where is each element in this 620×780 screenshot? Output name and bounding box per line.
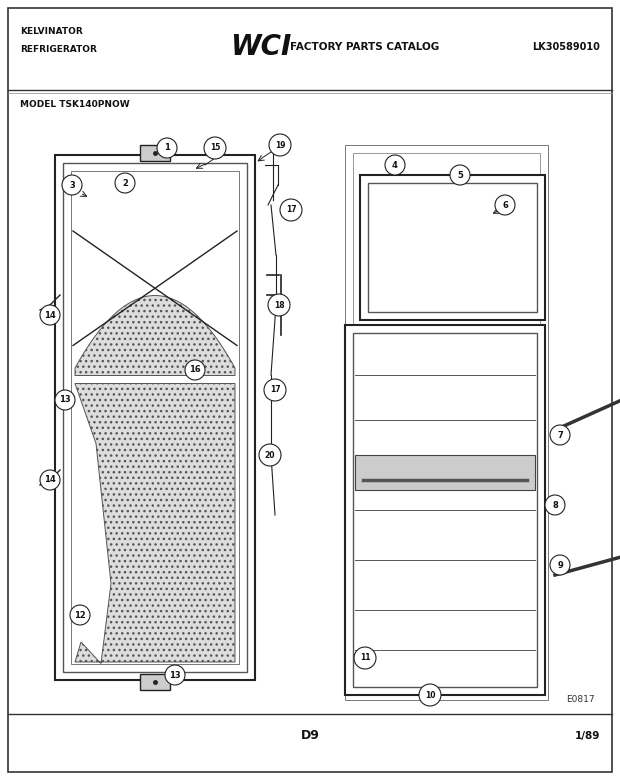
Text: 10: 10	[425, 690, 435, 700]
Bar	[355, 455, 535, 490]
Circle shape	[269, 134, 291, 156]
Text: 8: 8	[552, 501, 558, 509]
Text: 1/89: 1/89	[575, 731, 600, 741]
Text: D9: D9	[301, 729, 319, 743]
Text: 6: 6	[502, 200, 508, 210]
Bar	[140, 674, 170, 690]
Text: 14: 14	[44, 476, 56, 484]
Text: FACTORY PARTS CATALOG: FACTORY PARTS CATALOG	[290, 42, 439, 51]
Text: 17: 17	[270, 385, 280, 395]
Circle shape	[55, 390, 75, 410]
Circle shape	[495, 195, 515, 215]
Circle shape	[185, 360, 205, 380]
Text: 13: 13	[59, 395, 71, 405]
Text: LK30589010: LK30589010	[532, 42, 600, 51]
Circle shape	[165, 665, 185, 685]
Circle shape	[204, 137, 226, 159]
Circle shape	[280, 199, 302, 221]
Circle shape	[62, 175, 82, 195]
Text: 11: 11	[360, 654, 370, 662]
Bar	[345, 145, 548, 700]
Text: 19: 19	[275, 140, 285, 150]
Text: 16: 16	[189, 366, 201, 374]
Text: 4: 4	[392, 161, 398, 169]
Bar	[71, 171, 239, 664]
Text: 9: 9	[557, 561, 563, 569]
Text: MODEL TSK140PNOW: MODEL TSK140PNOW	[20, 100, 130, 108]
Bar	[63, 163, 247, 672]
Bar	[353, 153, 540, 692]
Circle shape	[268, 294, 290, 316]
Text: WCI: WCI	[230, 33, 291, 61]
Bar	[353, 333, 537, 687]
Text: 5: 5	[457, 171, 463, 179]
Text: 12: 12	[74, 611, 86, 619]
Circle shape	[259, 444, 281, 466]
Circle shape	[115, 173, 135, 193]
Bar	[140, 145, 170, 161]
Text: REFRIGERATOR: REFRIGERATOR	[20, 45, 97, 55]
Circle shape	[550, 555, 570, 575]
Text: 14: 14	[44, 310, 56, 320]
Text: E0817: E0817	[567, 695, 595, 704]
Circle shape	[40, 305, 60, 325]
Text: 20: 20	[265, 451, 275, 459]
Circle shape	[550, 425, 570, 445]
Bar	[55, 155, 255, 680]
Circle shape	[40, 470, 60, 490]
Bar	[368, 183, 537, 312]
Circle shape	[385, 155, 405, 175]
Text: 17: 17	[286, 205, 296, 215]
Circle shape	[157, 138, 177, 158]
Circle shape	[419, 684, 441, 706]
Text: 7: 7	[557, 431, 563, 439]
Text: 2: 2	[122, 179, 128, 187]
Polygon shape	[75, 296, 235, 375]
Bar	[345, 325, 545, 695]
Text: 13: 13	[169, 671, 181, 679]
Circle shape	[70, 605, 90, 625]
Polygon shape	[75, 384, 235, 664]
Text: 15: 15	[210, 144, 220, 153]
Circle shape	[545, 495, 565, 515]
Text: 1: 1	[164, 144, 170, 153]
Text: 3: 3	[69, 180, 75, 190]
Bar	[360, 175, 545, 320]
Text: KELVINATOR: KELVINATOR	[20, 27, 82, 37]
Circle shape	[264, 379, 286, 401]
Circle shape	[450, 165, 470, 185]
Circle shape	[354, 647, 376, 669]
Text: 18: 18	[273, 300, 285, 310]
